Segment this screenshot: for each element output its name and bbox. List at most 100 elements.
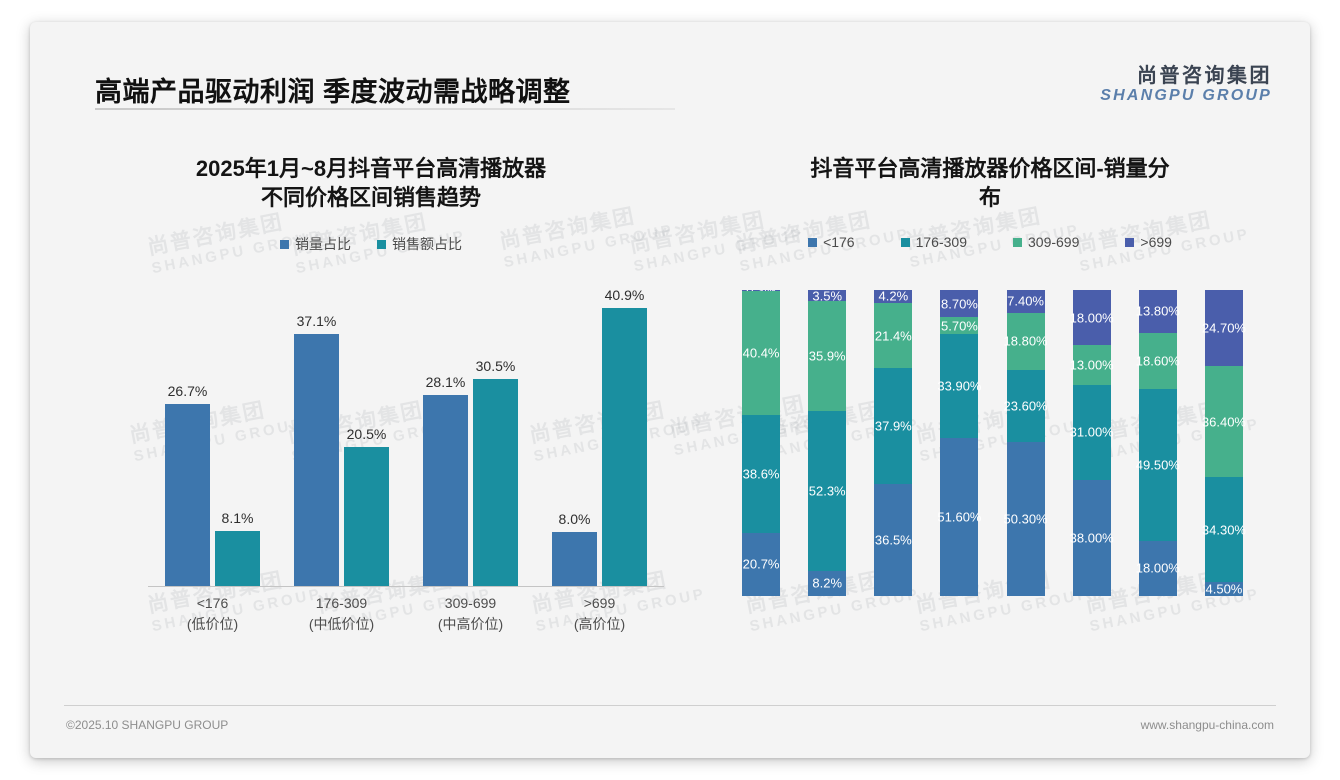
stacked-bar-column[interactable]: 4.2%21.4%37.9%36.5%M3: [860, 290, 926, 596]
legend-swatch-icon: [377, 239, 386, 249]
right-chart-legend: <176 176-309 309-699 >699: [690, 234, 1290, 250]
left-chart-title-line1: 2025年1月~8月抖音平台高清播放器: [195, 156, 547, 181]
bar-rect[interactable]: [344, 446, 389, 586]
legend-swatch-icon: [280, 239, 289, 249]
legend-item-sales-amount[interactable]: 销售额占比: [377, 234, 462, 254]
stacked-bar: 7.40% 18.80% 23.60% 50.30%: [1003, 290, 1048, 596]
stack-segment[interactable]: 24.70%: [1202, 290, 1246, 366]
stacked-bar-column[interactable]: 18.00%13.00%31.00%38.00%M6: [1059, 290, 1125, 596]
stack-segment[interactable]: 21.4%: [874, 302, 913, 369]
bar-value-label: 37.1%: [296, 312, 337, 329]
bar-value-label: 26.7%: [167, 383, 208, 400]
stack-segment[interactable]: 13.80%: [1136, 290, 1180, 333]
left-chart-panel: 2025年1月~8月抖音平台高清播放器 不同价格区间销售趋势 销量占比 销售额占…: [66, 130, 676, 700]
bar-column[interactable]: 20.5%: [344, 280, 389, 586]
bar-rect[interactable]: [552, 531, 597, 586]
bar-group: 8.0% 40.9% >699 (高价位): [535, 280, 664, 632]
bar-rect[interactable]: [215, 530, 260, 586]
stack-segment[interactable]: 3.5%: [808, 290, 847, 303]
x-axis-tick-label: >699 (高价位): [535, 593, 664, 634]
stack-segment[interactable]: 40.4%: [742, 290, 781, 415]
bar-group: 26.7% 8.1% <176 (低价位): [148, 280, 277, 632]
stacked-bar-column[interactable]: 13.80%18.60%49.50%18.00%M7: [1125, 290, 1191, 596]
stack-segment[interactable]: 8.70%: [940, 290, 979, 317]
stack-segment[interactable]: 7.40%: [1006, 290, 1045, 313]
stack-segment[interactable]: 37.9%: [874, 368, 913, 485]
legend-item-176-309[interactable]: 176-309: [900, 234, 967, 250]
stacked-bar-column[interactable]: 3.5%35.9%52.3%8.2%M2: [794, 290, 860, 596]
stack-segment[interactable]: 52.3%: [808, 410, 847, 571]
bar-column[interactable]: 8.0%: [552, 280, 597, 586]
legend-item-lt176[interactable]: <176: [808, 234, 855, 250]
stack-segment[interactable]: 23.60%: [1004, 370, 1048, 443]
stacked-bar: 24.70% 36.40% 34.30% 4.50%: [1202, 290, 1246, 596]
stacked-bar-plot-area: 0.3%40.4%38.6%20.7%M13.5%35.9%52.3%8.2%M…: [728, 290, 1257, 596]
stacked-bar-column[interactable]: 7.40%18.80%23.60%50.30%M5: [993, 290, 1059, 596]
bar-column[interactable]: 28.1%: [423, 280, 468, 586]
right-chart-title: 抖音平台高清播放器价格区间-销量分 布: [690, 130, 1290, 212]
stacked-bar-column[interactable]: 0.3%40.4%38.6%20.7%M1: [728, 290, 794, 596]
stack-segment[interactable]: 4.2%: [874, 290, 913, 304]
bar-rect[interactable]: [294, 333, 339, 586]
legend-item-309-699[interactable]: 309-699: [1013, 234, 1079, 250]
stacked-bar: 0.3%40.4%38.6%20.7%: [742, 290, 781, 596]
stack-segment[interactable]: 51.60%: [937, 438, 981, 596]
stack-segment-label: 37.9%: [874, 418, 912, 434]
stacked-bar: 4.2% 21.4% 37.9% 36.5%: [874, 290, 913, 596]
stack-segment[interactable]: 31.00%: [1069, 384, 1114, 480]
stack-segment[interactable]: 35.9%: [808, 301, 847, 411]
legend-swatch-icon: [1125, 237, 1135, 247]
stack-segment[interactable]: 38.6%: [742, 414, 781, 533]
stack-segment-label: 31.00%: [1069, 424, 1114, 440]
x-axis-tick-range: >699: [583, 595, 616, 612]
x-axis-tick-label: <176 (低价位): [148, 593, 277, 634]
stack-segment[interactable]: 5.70%: [940, 316, 979, 335]
stack-segment[interactable]: 34.30%: [1202, 477, 1246, 583]
footer-divider: [64, 705, 1276, 706]
bar-rect[interactable]: [473, 378, 518, 586]
x-axis-tick-sublabel: (高价位): [573, 615, 626, 632]
stack-segment[interactable]: 33.90%: [937, 334, 982, 439]
bar-column[interactable]: 8.1%: [215, 280, 260, 586]
right-chart-title-line2: 布: [978, 185, 1001, 211]
stack-segment-label: 4.2%: [878, 290, 909, 304]
stack-segment[interactable]: 36.40%: [1202, 365, 1246, 478]
stack-segment-label: 36.5%: [874, 532, 912, 548]
bar-column[interactable]: 37.1%: [294, 280, 339, 586]
stack-segment-label: 18.00%: [1069, 310, 1114, 326]
stack-segment[interactable]: 20.7%: [742, 532, 781, 596]
stacked-bar: 3.5% 35.9% 52.3% 8.2%: [808, 290, 847, 596]
brand-logo: 尚普咨询集团 SHANGPU GROUP: [1100, 66, 1272, 105]
left-chart-legend: 销量占比 销售额占比: [66, 234, 676, 254]
stack-segment[interactable]: 36.5%: [874, 484, 913, 596]
stack-segment[interactable]: 18.00%: [1069, 290, 1114, 346]
stack-segment[interactable]: 8.2%: [808, 570, 847, 596]
bar-column[interactable]: 30.5%: [473, 280, 518, 586]
legend-item-sales-volume[interactable]: 销量占比: [280, 234, 351, 254]
stacked-bar-column[interactable]: 8.70%5.70%33.90%51.60%M4: [926, 290, 992, 596]
legend-item-gt699[interactable]: >699: [1125, 234, 1172, 250]
stack-segment-label: 33.90%: [937, 378, 982, 394]
stack-segment[interactable]: 18.60%: [1135, 332, 1180, 390]
bar-value-label: 8.1%: [221, 509, 254, 526]
stack-segment-label: 18.60%: [1135, 353, 1180, 369]
x-axis-tick-label: 309-699 (中高价位): [406, 593, 535, 634]
stack-segment[interactable]: 4.50%: [1204, 582, 1243, 596]
footer-copyright: ©2025.10 SHANGPU GROUP: [66, 718, 229, 732]
bar-rect[interactable]: [602, 307, 647, 586]
stack-segment[interactable]: 38.00%: [1070, 479, 1114, 596]
stack-segment-label: 50.30%: [1003, 511, 1048, 527]
bar-rect[interactable]: [165, 404, 210, 586]
stack-segment[interactable]: 49.50%: [1136, 389, 1180, 541]
stack-segment[interactable]: 50.30%: [1003, 442, 1048, 596]
bar-column[interactable]: 26.7%: [165, 280, 210, 586]
stack-segment[interactable]: 18.80%: [1004, 312, 1048, 371]
stacked-bar-column[interactable]: 24.70%36.40%34.30%4.50%M8: [1191, 290, 1257, 596]
stack-segment[interactable]: 18.00%: [1136, 540, 1180, 596]
bar-rect[interactable]: [423, 394, 468, 586]
stack-segment[interactable]: 13.00%: [1070, 345, 1114, 385]
bar-column[interactable]: 40.9%: [602, 280, 647, 586]
x-axis-tick-sublabel: (中高价位): [437, 615, 504, 632]
grouped-bar-plot-area: 26.7% 8.1% <176 (低价位) 37.1% 20.5% 176-309 (中低价位…: [148, 280, 664, 632]
left-chart-title-line2: 不同价格区间销售趋势: [260, 185, 481, 211]
